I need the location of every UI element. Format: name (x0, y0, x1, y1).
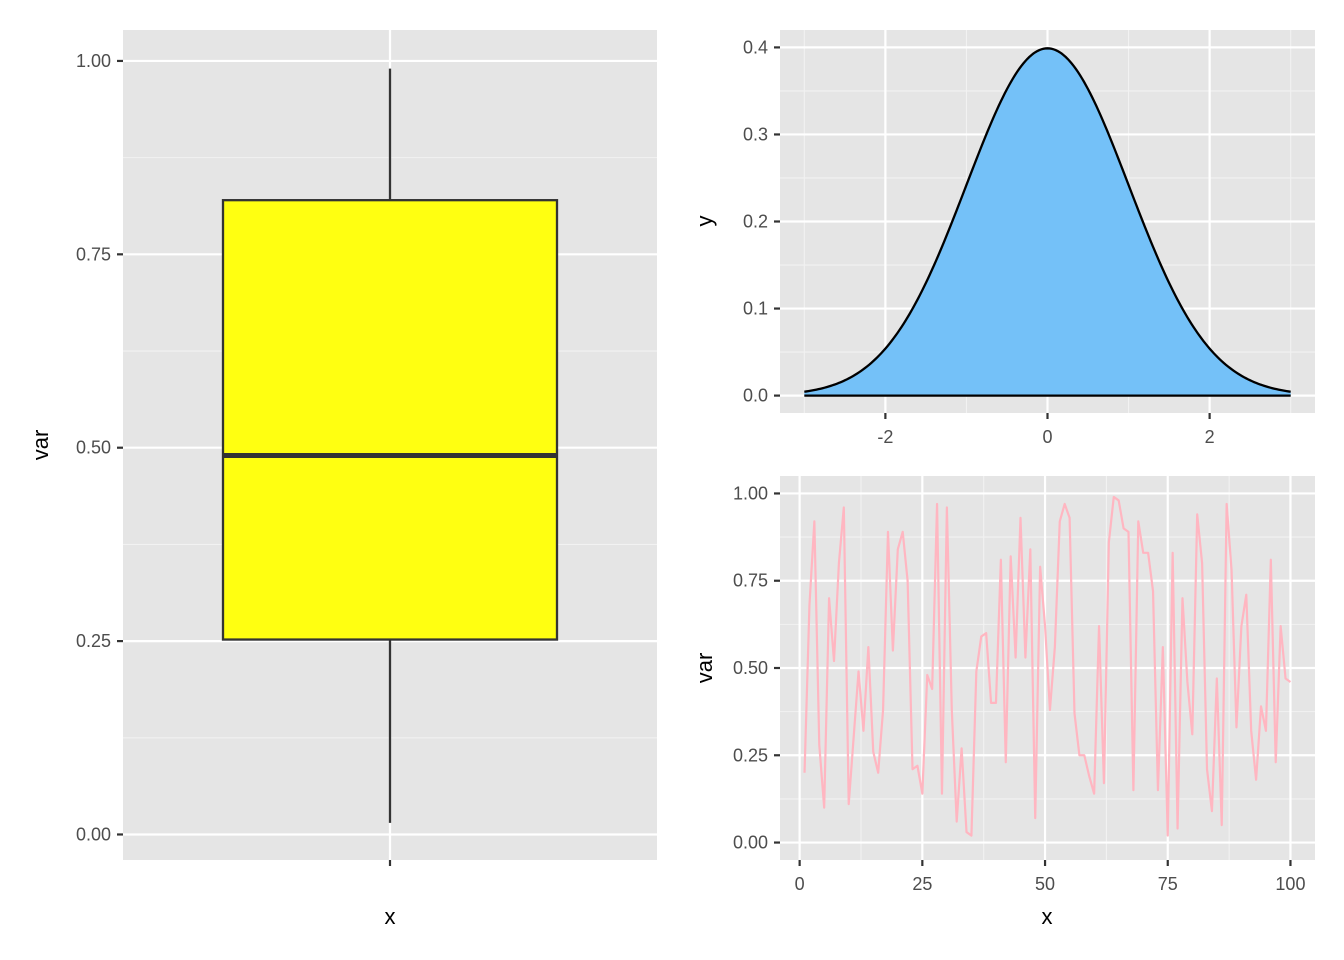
density-x-tick-label: -2 (877, 427, 893, 447)
density-y-tick-label: 0.0 (743, 386, 768, 406)
density-y-tick-label: 0.3 (743, 124, 768, 144)
boxplot-y-tick-label: 1.00 (76, 51, 111, 71)
boxplot-y-axis-title: var (28, 430, 53, 461)
line-x-tick-label: 25 (912, 874, 932, 894)
boxplot-marks (221, 68, 559, 823)
density-y-tick-label: 0.1 (743, 299, 768, 319)
line-y-tick-label: 0.75 (733, 571, 768, 591)
line-marks (803, 495, 1292, 837)
line-y-tick-label: 0.00 (733, 833, 768, 853)
line-axes: 0.00 0.25 0.50 0.75 1.00 0 25 50 75 100 (733, 483, 1306, 894)
density-y-tick-label: 0.4 (743, 37, 768, 57)
density-curve (804, 47, 1291, 393)
line-x-tick-label: 50 (1035, 874, 1055, 894)
line-series (803, 495, 1292, 837)
density-marks (804, 47, 1291, 397)
boxplot-y-tick-label: 0.50 (76, 438, 111, 458)
boxplot-x-axis-title: x (385, 904, 396, 929)
line-y-tick-label: 0.25 (733, 745, 768, 765)
boxplot-y-tick-label: 0.25 (76, 631, 111, 651)
line-y-axis-title: var (692, 653, 717, 684)
line-x-axis-title: x (1042, 904, 1053, 929)
boxplot-box (221, 199, 559, 641)
boxplot-y-tick-label: 0.00 (76, 824, 111, 844)
density-x-tick-label: 0 (1042, 427, 1052, 447)
line-y-tick-label: 1.00 (733, 483, 768, 503)
density-x-tick-label: 2 (1205, 427, 1215, 447)
line-y-tick-label: 0.50 (733, 658, 768, 678)
density-y-tick-label: 0.2 (743, 212, 768, 232)
boxplot-panel: 0.00 0.25 0.50 0.75 1.00 x var (28, 30, 657, 929)
density-y-axis-title: y (692, 216, 717, 227)
density-area (804, 48, 1291, 396)
boxplot-y-tick-label: 0.75 (76, 244, 111, 264)
line-x-tick-label: 100 (1275, 874, 1305, 894)
boxplot-axes: 0.00 0.25 0.50 0.75 1.00 (76, 51, 392, 866)
density-panel: 0.0 0.1 0.2 0.3 0.4 -2 0 2 y (692, 30, 1315, 447)
line-panel: 0.00 0.25 0.50 0.75 1.00 0 25 50 75 100 x var (692, 476, 1315, 929)
density-axes: 0.0 0.1 0.2 0.3 0.4 -2 0 2 (743, 37, 1215, 447)
line-x-tick-label: 75 (1158, 874, 1178, 894)
line-x-tick-label: 0 (795, 874, 805, 894)
